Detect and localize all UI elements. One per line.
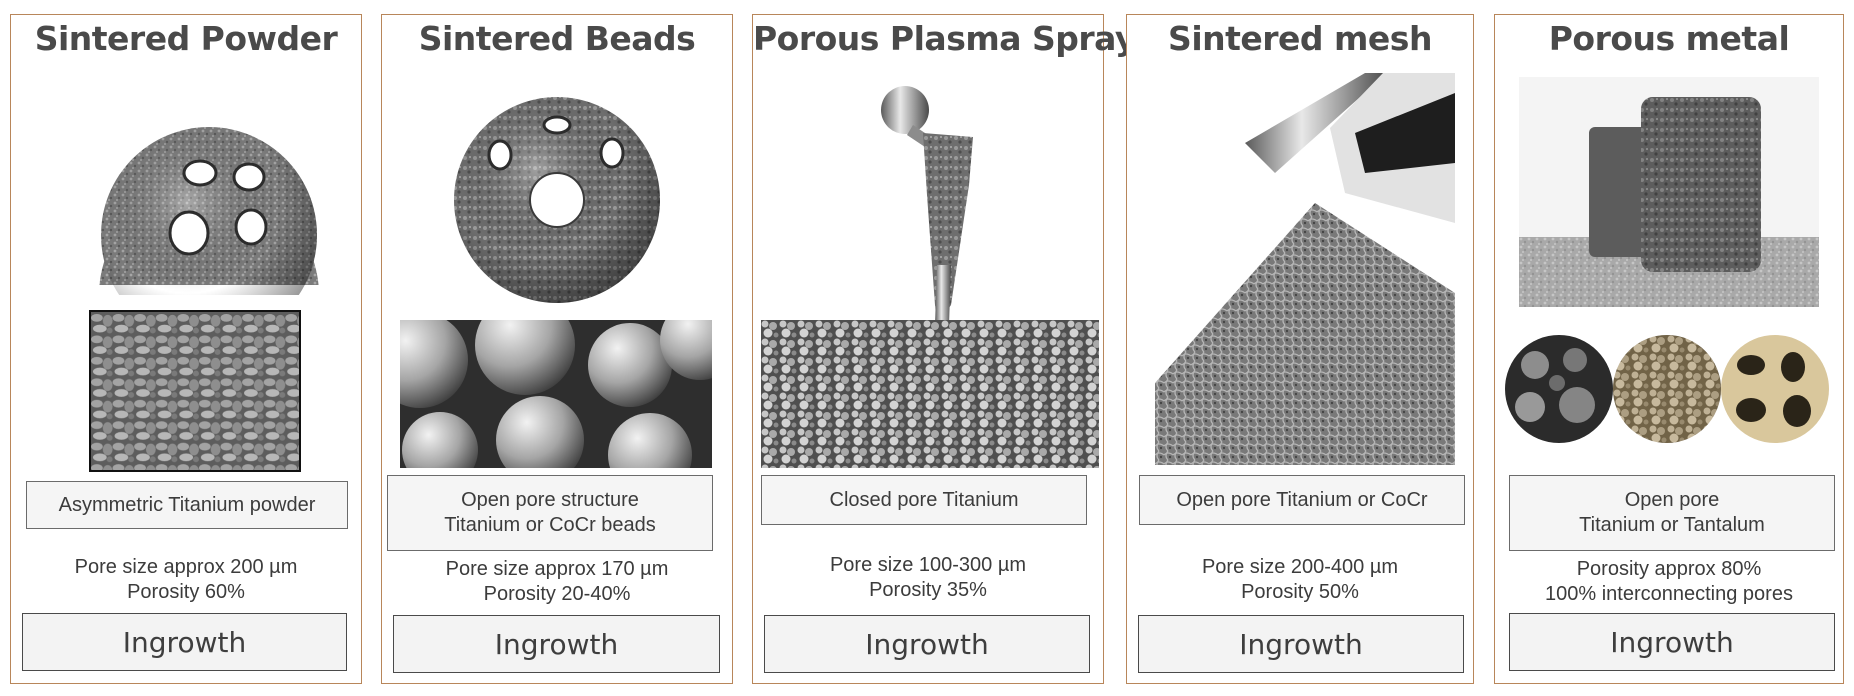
description-line: Asymmetric Titanium powder	[58, 493, 316, 516]
panel-sintered-mesh: Sintered mesh Open pore Titanium or CoCr…	[1126, 14, 1474, 684]
porosity: Porosity 35%	[869, 579, 987, 601]
panel-title: Sintered Beads	[418, 19, 696, 58]
porous-cylinder-image	[1519, 77, 1819, 307]
description-box: Open pore Titanium or Tantalum	[1509, 475, 1835, 551]
pore-structure-image-1	[1505, 335, 1613, 443]
panel-porous-plasma-spray: Porous Plasma Spray Closed pore Titanium…	[752, 14, 1136, 684]
description-box: Open pore Titanium or CoCr	[1139, 475, 1465, 525]
description-line: Titanium or CoCr beads	[444, 514, 656, 536]
powder-micrograph	[89, 310, 301, 472]
description-box: Asymmetric Titanium powder	[26, 481, 348, 529]
beaded-cup-image	[452, 95, 662, 305]
stats: Pore size approx 200 µm Porosity 60%	[11, 555, 361, 605]
plasma-spray-micrograph	[761, 320, 1099, 468]
panel-title: Sintered mesh	[1168, 19, 1432, 58]
ingrowth-label: Ingrowth	[22, 613, 347, 671]
porosity: Porosity 20-40%	[483, 583, 631, 605]
panel-sintered-powder: Sintered Powder Asymmetric Titanium powd…	[10, 14, 362, 684]
description-line: Titanium or Tantalum	[1579, 514, 1765, 536]
mesh-implant-image	[1155, 73, 1455, 465]
description-line: Closed pore Titanium	[829, 488, 1019, 511]
pore-size: Pore size 100-300 µm	[829, 554, 1027, 576]
ingrowth-label: Ingrowth	[764, 615, 1090, 673]
ingrowth-label: Ingrowth	[393, 615, 720, 673]
pore-size: Pore size approx 170 µm	[445, 558, 669, 580]
description-line: Open pore	[1624, 489, 1720, 511]
stats: Porosity approx 80% 100% interconnecting…	[1495, 557, 1843, 607]
panel-porous-metal: Porous metal Open pore Titanium or Tanta…	[1494, 14, 1844, 684]
stats: Pore size 200-400 µm Porosity 50%	[1127, 555, 1473, 605]
panel-title: Porous Plasma Spray	[753, 19, 1136, 58]
pore-size: Pore size approx 200 µm	[74, 556, 298, 578]
panel-title: Sintered Powder	[34, 19, 338, 58]
panel-sintered-beads: Sintered Beads Open pore structure Titan…	[381, 14, 733, 684]
pore-size: Pore size 200-400 µm	[1201, 556, 1399, 578]
acetabular-cup-image	[89, 105, 319, 295]
stats: Pore size 100-300 µm Porosity 35%	[753, 553, 1103, 603]
stats: Pore size approx 170 µm Porosity 20-40%	[382, 557, 732, 607]
description-box: Closed pore Titanium	[761, 475, 1087, 525]
porosity: Porosity 60%	[127, 581, 245, 603]
description-line: Open pore Titanium or CoCr	[1176, 488, 1428, 511]
hip-stem-image	[843, 75, 1023, 325]
panel-title: Porous metal	[1548, 19, 1790, 58]
porosity: Porosity 50%	[1241, 581, 1359, 603]
interconnecting-pores: 100% interconnecting pores	[1545, 583, 1793, 605]
description-box: Open pore structure Titanium or CoCr bea…	[387, 475, 713, 551]
ingrowth-label: Ingrowth	[1138, 615, 1464, 673]
porosity: Porosity approx 80%	[1576, 558, 1762, 580]
pore-structure-image-2	[1613, 335, 1721, 443]
pore-structure-image-3	[1721, 335, 1829, 443]
description-line: Open pore structure	[461, 489, 639, 511]
beads-micrograph	[400, 320, 712, 468]
ingrowth-label: Ingrowth	[1509, 613, 1835, 671]
